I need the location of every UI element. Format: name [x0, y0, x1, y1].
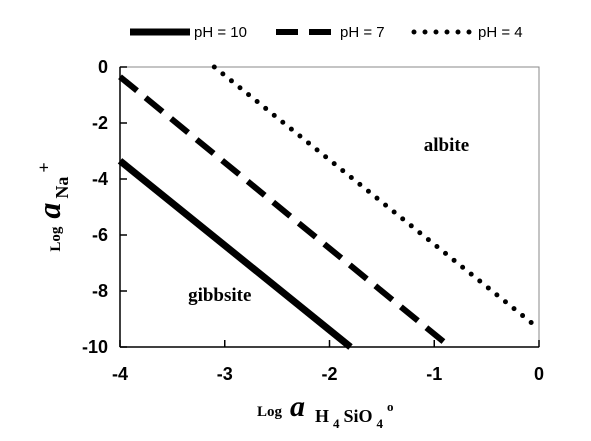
x-tick-label: -2	[321, 364, 337, 384]
legend: pH = 10 pH = 7 pH = 4	[130, 24, 523, 41]
x-axis-label-subscript: H	[315, 406, 329, 426]
legend-label-1: pH = 10	[194, 24, 247, 41]
y-tick-label: -2	[92, 113, 108, 133]
y-axis-label: Log a Na +	[31, 162, 72, 251]
x-axis-label-sup: o	[387, 399, 394, 414]
x-axis-label-sub1: 4	[333, 416, 340, 431]
x-axis-label-sub2: 4	[377, 416, 384, 431]
y-axis-label-subscript: Na	[52, 177, 72, 199]
y-axis-label-a: a	[31, 203, 67, 219]
x-tick-label: 0	[534, 364, 544, 384]
x-tick-label: -4	[112, 364, 128, 384]
y-tick-label: 0	[98, 57, 108, 77]
x-axis-label: Log a H 4 SiO 4 o	[257, 390, 394, 432]
series-lines	[117, 64, 542, 350]
region-label-albite: albite	[424, 135, 469, 156]
series-line-1	[117, 158, 353, 350]
series-line-2	[118, 74, 452, 350]
x-tick-label: -1	[426, 364, 442, 384]
y-axis-label-prefix: Log	[48, 226, 64, 252]
axes: 0-2-4-6-8-10-4 -3 -2 -1 0	[82, 57, 544, 384]
y-axis-label-sup: +	[34, 162, 54, 172]
series-line-3	[211, 64, 542, 332]
y-tick-label: -10	[82, 337, 108, 357]
legend-label-3: pH = 4	[478, 24, 523, 41]
y-tick-label: -4	[92, 169, 108, 189]
x-axis-label-prefix: Log	[257, 404, 283, 420]
y-tick-label: -6	[92, 225, 108, 245]
legend-label-2: pH = 7	[340, 24, 385, 41]
x-axis-label-subscript2: SiO	[344, 406, 373, 426]
region-annotations: albite gibbsite	[188, 135, 469, 306]
plot-area	[119, 66, 540, 348]
x-axis-label-a: a	[290, 390, 305, 423]
x-tick-label: -3	[217, 364, 233, 384]
region-label-gibbsite: gibbsite	[188, 285, 251, 306]
y-tick-label: -8	[92, 281, 108, 301]
